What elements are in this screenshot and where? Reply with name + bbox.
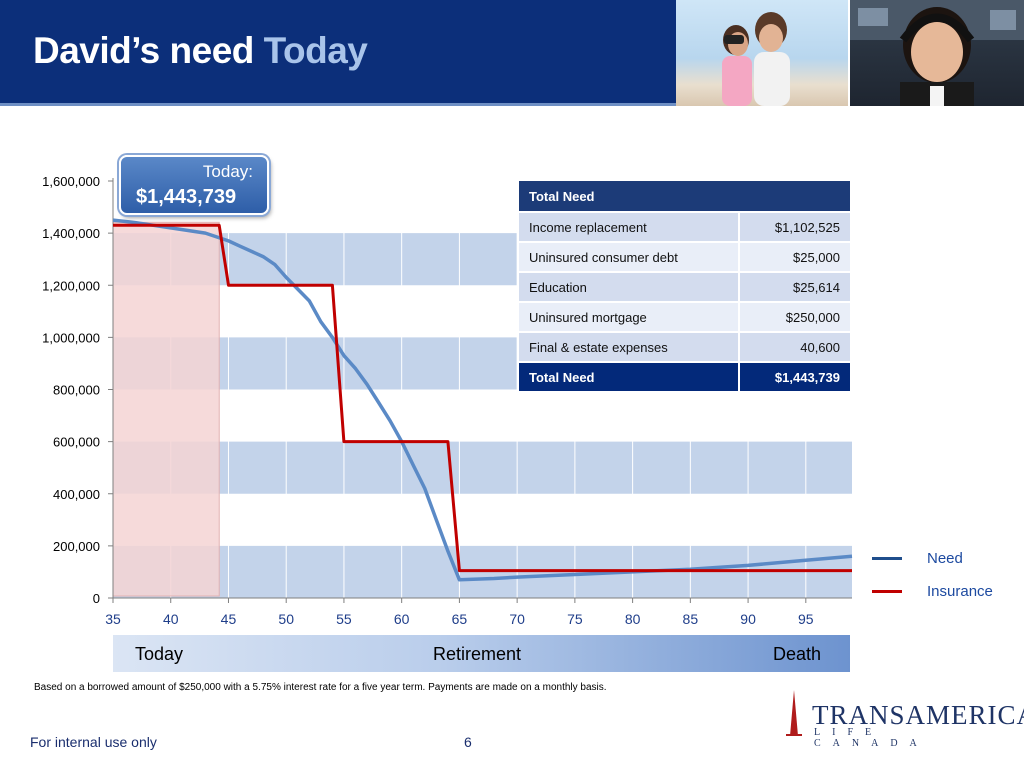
y-tick-label: 400,000 xyxy=(53,487,100,502)
today-callout: Today: $1,443,739 xyxy=(119,155,269,215)
row-label: Final & estate expenses xyxy=(517,331,740,363)
x-tick-label: 35 xyxy=(105,611,121,627)
x-tick-label: 75 xyxy=(567,611,583,627)
row-label: Income replacement xyxy=(517,211,740,243)
x-tick-label: 40 xyxy=(163,611,179,627)
table-row: Uninsured mortgage $250,000 xyxy=(517,301,853,333)
x-tick-label: 80 xyxy=(625,611,641,627)
photo-pilot xyxy=(850,0,1024,106)
x-tick-label: 90 xyxy=(740,611,756,627)
legend-need-label: Need xyxy=(927,550,963,567)
table-header: Total Need xyxy=(517,179,852,213)
x-tick-label: 85 xyxy=(683,611,699,627)
pyramid-icon xyxy=(786,690,802,736)
insurance-series-line xyxy=(113,223,852,573)
y-tick-label: 600,000 xyxy=(53,435,100,450)
x-tick-label: 45 xyxy=(221,611,237,627)
page-number: 6 xyxy=(464,734,472,750)
table-row: Income replacement $1,102,525 xyxy=(517,211,853,243)
transamerica-logo: TRANSAMERICA LIFE CANADA xyxy=(780,690,1024,749)
row-value: 40,600 xyxy=(737,331,853,363)
x-tick-label: 70 xyxy=(509,611,525,627)
total-label: Total Need xyxy=(517,361,740,393)
life-timeline: Today Retirement Death xyxy=(113,635,850,672)
timeline-death: Death xyxy=(773,644,822,664)
x-tick-label: 65 xyxy=(452,611,468,627)
title-accent: Today xyxy=(263,30,368,71)
y-tick-label: 800,000 xyxy=(53,383,100,398)
table-total-row: Total Need $1,443,739 xyxy=(517,361,853,393)
callout-label: Today: xyxy=(202,162,253,181)
row-label: Education xyxy=(517,271,740,303)
table-row: Final & estate expenses 40,600 xyxy=(517,331,853,363)
row-value: $1,102,525 xyxy=(737,211,853,243)
legend-insurance-label: Insurance xyxy=(927,583,993,600)
x-tick-label: 55 xyxy=(336,611,352,627)
photo-girl-binoculars xyxy=(676,0,848,106)
timeline-today: Today xyxy=(135,644,184,664)
y-tick-label: 200,000 xyxy=(53,539,100,554)
x-tick-label: 50 xyxy=(278,611,294,627)
footer-confidential: For internal use only xyxy=(30,734,157,750)
title-bar: David’s need Today xyxy=(0,0,676,106)
row-label: Uninsured consumer debt xyxy=(517,241,740,273)
legend-need-swatch xyxy=(872,557,902,560)
need-series-line xyxy=(112,218,853,582)
y-tick-label: 1,600,000 xyxy=(42,174,100,189)
row-value: $250,000 xyxy=(737,301,853,333)
y-tick-label: 1,200,000 xyxy=(42,278,100,293)
footnote: Based on a borrowed amount of $250,000 w… xyxy=(34,682,607,693)
today-highlight xyxy=(112,221,220,597)
timeline-retirement: Retirement xyxy=(433,644,522,664)
y-tick-label: 0 xyxy=(93,591,100,606)
x-tick-label: 60 xyxy=(394,611,410,627)
need-table: Total Need Income replacement $1,102,525 … xyxy=(517,179,853,393)
row-value: $25,000 xyxy=(737,241,853,273)
legend-insurance-swatch xyxy=(872,590,902,593)
y-tick-label: 1,400,000 xyxy=(42,226,100,241)
y-tick-label: 1,000,000 xyxy=(42,330,100,345)
table-row: Uninsured consumer debt $25,000 xyxy=(517,241,853,273)
callout-value: $1,443,739 xyxy=(136,186,237,208)
page-title: David’s need Today xyxy=(33,30,368,71)
total-value: $1,443,739 xyxy=(737,361,853,393)
table-row: Education $25,614 xyxy=(517,271,853,303)
row-label: Uninsured mortgage xyxy=(517,301,740,333)
row-value: $25,614 xyxy=(737,271,853,303)
grid-band xyxy=(113,441,852,494)
x-tick-label: 95 xyxy=(798,611,814,627)
